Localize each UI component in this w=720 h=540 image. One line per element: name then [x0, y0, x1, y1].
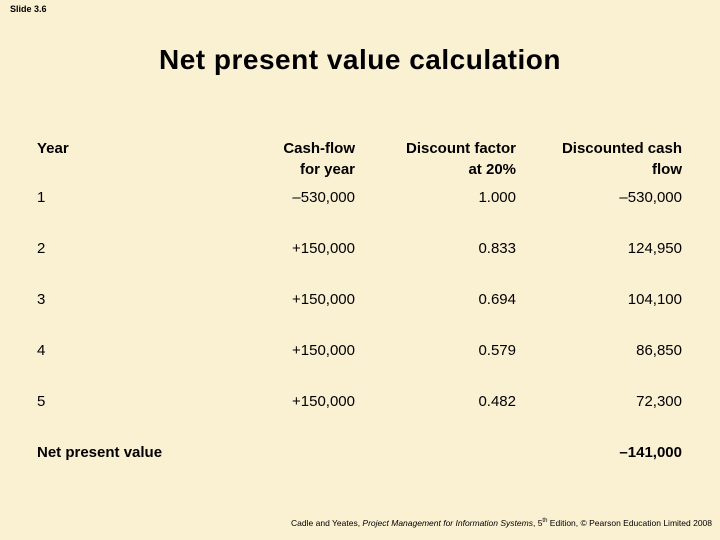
footer-edition-superscript: th: [542, 518, 548, 525]
table-row-5-discounted-cash: 72,300: [636, 393, 682, 410]
table-row-4-cash-flow: +150,000: [292, 342, 355, 359]
table-row-1-discounted-cash: –530,000: [619, 189, 682, 206]
table-row-3-discount-factor: 0.694: [478, 291, 516, 308]
table-row-3-year: 3: [37, 291, 46, 308]
table-row-4-year: 4: [37, 342, 46, 359]
table-row-4-discounted-cash: 86,850: [636, 342, 682, 359]
net-present-value-amount: –141,000: [619, 444, 682, 461]
table-row-2-cash-flow: +150,000: [292, 240, 355, 257]
copyright-footer: Cadle and Yeates, Project Management for…: [291, 518, 712, 528]
footer-rest: Edition, © Pearson Education Limited 200…: [547, 518, 712, 528]
table-row-2-discounted-cash: 124,950: [627, 240, 682, 257]
page-title: Net present value calculation: [159, 44, 561, 75]
table-row-3-discounted-cash: 104,100: [627, 291, 682, 308]
column-header-discounted-cash: Discounted cash flow: [561, 140, 682, 178]
npv-table: Year Cash-flow for year Discount factor at…: [37, 138, 682, 495]
table-row-5-year: 5: [37, 393, 46, 410]
net-present-value-label: Net present value: [37, 444, 163, 461]
column-header-discount-factor: Discount factor at 20%: [405, 140, 516, 178]
table-row-2-discount-factor: 0.833: [478, 240, 516, 257]
table-row-4-discount-factor: 0.579: [478, 342, 516, 359]
table-row-1-year: 1: [37, 189, 46, 206]
column-header-cash-flow: Cash-flow for year: [283, 140, 355, 178]
table-row-5-cash-flow: +150,000: [292, 393, 355, 410]
footer-authors: Cadle and Yeates,: [291, 518, 363, 528]
table-row-1-cash-flow: –530,000: [292, 189, 355, 206]
footer-edition-prefix: , 5: [532, 518, 543, 528]
table-row-3-cash-flow: +150,000: [292, 291, 355, 308]
slide-number-label: Slide 3.6: [10, 4, 47, 14]
table-row-1-discount-factor: 1.000: [478, 189, 516, 206]
table-row-2-year: 2: [37, 240, 46, 257]
column-header-year: Year: [37, 140, 69, 157]
footer-book-title: Project Management for Information Syste…: [362, 518, 533, 528]
table-row-5-discount-factor: 0.482: [478, 393, 516, 410]
